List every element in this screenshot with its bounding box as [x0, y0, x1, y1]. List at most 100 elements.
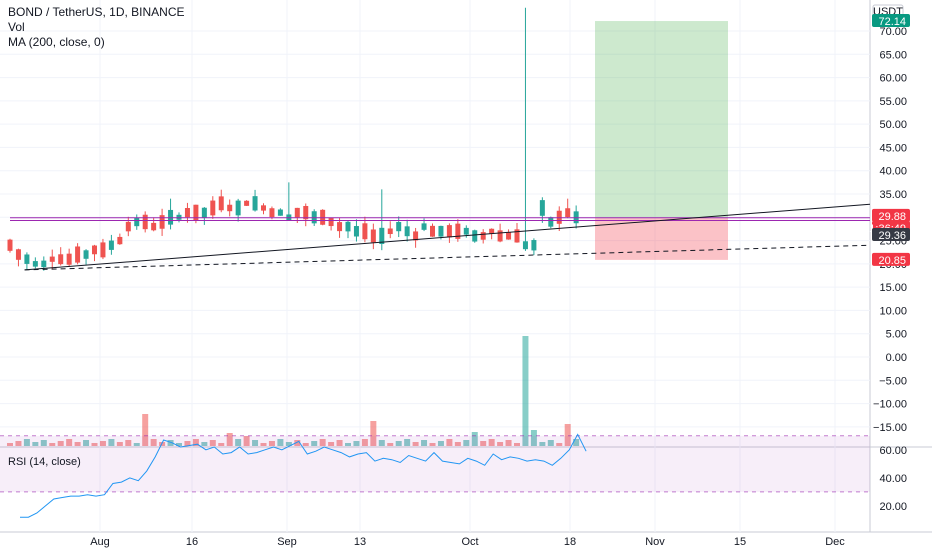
- volume-bar: [480, 441, 487, 446]
- candle-body: [159, 215, 165, 229]
- profit-zone: [595, 21, 728, 218]
- price-axis[interactable]: 70.00 65.00 60.00 55.00 50.00 45.00 40.00 35.00…: [864, 4, 910, 513]
- candle-body: [184, 208, 190, 218]
- candle-body: [480, 232, 486, 240]
- candle-body: [100, 242, 106, 258]
- position-tool[interactable]: [595, 21, 728, 260]
- candle-body: [24, 254, 30, 264]
- volume-bar: [83, 440, 90, 446]
- candle-body: [514, 229, 520, 243]
- volume-bar: [218, 443, 225, 446]
- time-tick-label: Nov: [645, 536, 665, 548]
- candle-body: [387, 228, 393, 235]
- candle-body: [58, 254, 64, 265]
- candle-body: [252, 196, 258, 211]
- volume-bar: [522, 336, 529, 446]
- volume-bar: [23, 439, 30, 446]
- candle-body: [227, 204, 233, 212]
- stop-zone: [595, 217, 728, 260]
- volume-bar: [176, 443, 182, 446]
- chart-legend: BOND / TetherUS, 1D, BINANCE Vol MA (200…: [8, 5, 185, 50]
- volume-bar: [530, 430, 537, 446]
- candle-body: [244, 200, 250, 206]
- volume-bar: [539, 442, 546, 446]
- time-axis[interactable]: Aug 16 Sep 13 Oct 18 Nov 15 Dec: [90, 536, 845, 548]
- candle-body: [539, 200, 545, 216]
- candle-body: [7, 239, 13, 251]
- candle-body: [108, 240, 114, 250]
- volume-bar: [345, 443, 351, 446]
- candle-body: [463, 227, 469, 235]
- candle-body: [235, 200, 241, 216]
- volume-bar: [133, 443, 140, 446]
- volume-bar: [421, 440, 428, 446]
- time-tick-label: Sep: [277, 536, 297, 548]
- candle-body: [345, 221, 351, 232]
- candle-body: [261, 205, 266, 211]
- candle-body: [489, 228, 495, 234]
- candle-body: [125, 221, 131, 232]
- volume-bar: [328, 442, 335, 446]
- volume-bar: [556, 443, 563, 446]
- volume-bar: [268, 441, 275, 446]
- volume-bar: [116, 442, 123, 446]
- time-tick-label: Dec: [825, 536, 845, 548]
- volume-bar: [319, 439, 326, 446]
- volume-bar: [184, 441, 191, 446]
- candle-body: [294, 207, 300, 218]
- volume-bar: [99, 441, 106, 446]
- candle-body: [210, 200, 216, 216]
- price-tick-label: −15.00: [873, 422, 907, 434]
- symbol-title[interactable]: BOND / TetherUS, 1D, BINANCE: [8, 5, 185, 19]
- volume-bar: [66, 439, 73, 446]
- volume-bar: [15, 441, 22, 446]
- price-tick-label: 10.00: [879, 305, 907, 317]
- drawing-lines[interactable]: [10, 203, 871, 271]
- volume-bar: [412, 442, 419, 446]
- price-tick-label: 60.00: [879, 73, 907, 85]
- price-badge: [872, 14, 910, 28]
- candle-body: [548, 217, 554, 227]
- ma-label[interactable]: MA (200, close, 0): [8, 35, 105, 49]
- time-tick-label: Aug: [90, 536, 110, 548]
- volume-bar: [142, 414, 149, 446]
- price-tick-label: 55.00: [879, 96, 907, 108]
- volume-bar: [395, 441, 402, 446]
- rsi-tick-label: 60.00: [879, 445, 907, 457]
- price-tick-label: −5.00: [879, 375, 907, 387]
- volume-bar: [437, 441, 444, 446]
- volume-bar: [125, 440, 132, 446]
- price-badge: [872, 227, 910, 241]
- volume-bar: [201, 442, 208, 446]
- volume-bar: [74, 442, 81, 446]
- volume-bar: [404, 439, 411, 446]
- volume-bar: [285, 442, 292, 446]
- volume-label[interactable]: Vol: [8, 20, 25, 34]
- volume-bar: [378, 440, 385, 446]
- candle-body: [506, 232, 512, 240]
- price-badge-label: 29.36: [878, 230, 906, 242]
- candle-body: [337, 222, 343, 232]
- price-badge-label: 20.85: [878, 255, 906, 267]
- rsi-label[interactable]: RSI (14, close): [8, 456, 81, 468]
- rsi-tick-label: 40.00: [879, 473, 907, 485]
- volume-bar: [387, 443, 394, 446]
- candle-body: [201, 207, 207, 218]
- candle-body: [421, 223, 427, 230]
- candle-body: [531, 240, 537, 251]
- volume-bar: [260, 443, 267, 446]
- candle-body: [413, 231, 419, 241]
- candle-body: [134, 217, 140, 227]
- price-badge-label: 72.14: [878, 16, 906, 28]
- trendline: [24, 203, 871, 271]
- candle-body: [379, 227, 385, 245]
- volume-bar: [454, 442, 461, 446]
- time-tick-label: Oct: [461, 536, 478, 548]
- time-tick-label: 15: [734, 536, 746, 548]
- volume-bar: [108, 439, 115, 446]
- volume-bar: [463, 440, 470, 446]
- candle-body: [41, 260, 47, 268]
- rsi-band: [0, 435, 870, 492]
- volume-bar: [564, 424, 571, 446]
